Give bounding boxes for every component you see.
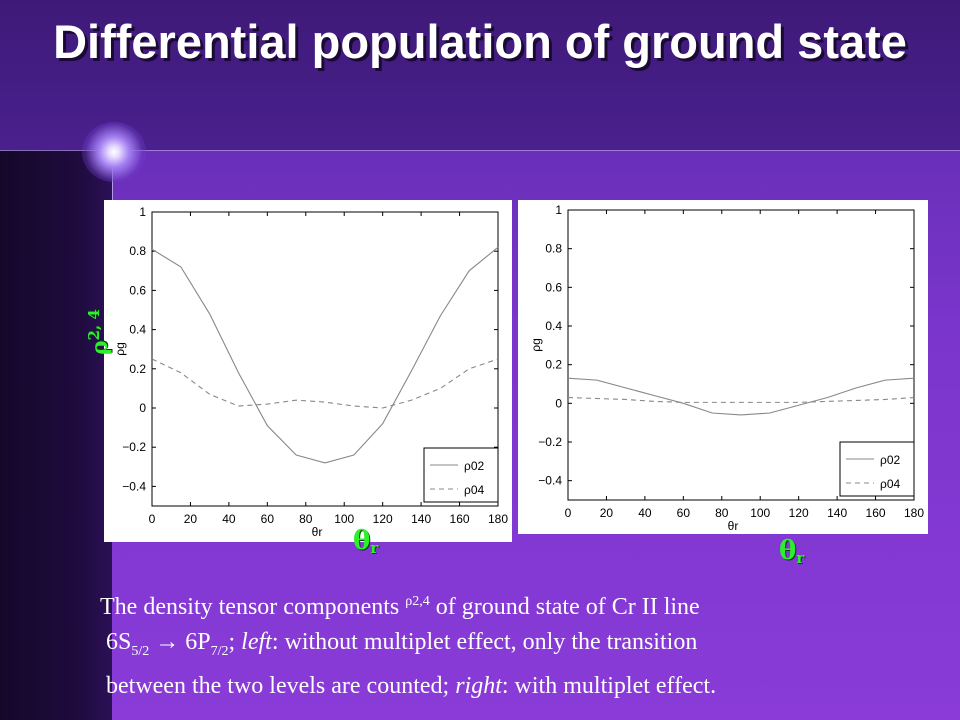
y-tick-label: 0.6 (129, 283, 146, 297)
chart-panel-left: 0 20 40 60 80 100 120 140 160 180 1 0.8 0.6 0.4 0.2 0 −0… (104, 200, 512, 542)
caption-text: : with multiplet effect. (501, 672, 717, 699)
x-tick-label: 140 (827, 506, 847, 520)
y-tick-label: 0.2 (129, 362, 146, 376)
theta-subscript: r (796, 549, 805, 567)
x-tick-label: 80 (299, 512, 313, 526)
series-line-rho2 (567, 377, 915, 416)
legend-box (423, 447, 499, 503)
caption-text: → 6P (149, 629, 211, 655)
y-axis-label: ρg (113, 342, 127, 356)
x-axis-label: θr (728, 519, 739, 533)
y-tick-label: 0.2 (545, 358, 562, 372)
x-tick-label: 40 (222, 512, 236, 526)
x-tick-label: 20 (600, 506, 614, 520)
x-tick-label: 60 (677, 506, 691, 520)
theta-symbol: θ (353, 526, 371, 556)
caption-text: 6S (106, 629, 132, 655)
caption-text: : without multiplet effect, only the tra… (271, 629, 698, 655)
y-tick-label: 0.4 (129, 323, 146, 337)
caption-text: ; (228, 629, 242, 655)
divider-line (0, 150, 960, 151)
y-axis-label: ρg (529, 338, 543, 352)
caption-text: of ground state of Cr II line (429, 594, 700, 620)
theta-label-right: θr (779, 536, 804, 567)
chart-left: 0 20 40 60 80 100 120 140 160 180 1 0.8 0.6 0.4 0.2 0 −0… (113, 205, 508, 539)
series-line-rho4 (151, 358, 499, 409)
caption-subscript: 7/2 (210, 643, 229, 659)
theta-symbol: θ (779, 536, 797, 566)
caption-text: between the two levels are counted; (106, 672, 456, 699)
rho-superscript: 2, 4 (84, 309, 103, 341)
y-tick-label: 1 (139, 205, 146, 219)
caption-subscript: 5/2 (131, 643, 150, 659)
caption-text: The density tensor components (100, 594, 406, 620)
caption-italic-left: left (241, 629, 272, 655)
x-tick-label: 20 (184, 512, 198, 526)
legend-label: ρ04 (880, 477, 901, 491)
y-tick-label: 0 (139, 401, 146, 415)
y-tick-label: 0.8 (129, 244, 146, 258)
x-tick-label: 120 (789, 506, 809, 520)
rho-axis-label-overlay: ρ2, 4 (85, 309, 113, 355)
y-tick-label: 0.8 (545, 242, 562, 256)
caption-italic-right: right (455, 672, 502, 699)
x-tick-label: 0 (149, 512, 156, 526)
caption-rho-superscript: ρ2,4 (405, 594, 430, 609)
theta-label-left: θr (353, 526, 378, 557)
legend-label: ρ04 (464, 483, 485, 497)
y-tick-label: −0.4 (538, 474, 562, 488)
x-tick-label: 160 (866, 506, 886, 520)
series-line-rho4 (567, 396, 915, 403)
chart-right: 0 20 40 60 80 100 120 140 160 180 1 0.8 0.6 0.4 0.2 0 −0… (529, 203, 924, 533)
caption-line-2: 6S5/2 → 6P7/2; left: without multiplet e… (96, 625, 956, 669)
x-tick-label: 60 (261, 512, 275, 526)
y-tick-label: 0.6 (545, 280, 562, 294)
plot-frame (567, 209, 915, 501)
legend-box (839, 441, 915, 497)
x-tick-label: 40 (638, 506, 652, 520)
rho-symbol: ρ (87, 340, 114, 356)
y-tick-label: 0 (555, 396, 562, 410)
x-tick-label: 160 (450, 512, 470, 526)
x-tick-label: 80 (715, 506, 729, 520)
y-tick-label: −0.2 (122, 440, 146, 454)
theta-subscript: r (370, 539, 379, 557)
x-axis-label: θr (312, 525, 323, 539)
caption-line-1: The density tensor components ρ2,4 of gr… (96, 584, 956, 625)
x-tick-label: 180 (904, 506, 924, 520)
x-tick-label: 140 (411, 512, 431, 526)
x-tick-label: 0 (565, 506, 572, 520)
y-tick-label: 0.4 (545, 319, 562, 333)
series-line-rho2 (151, 246, 499, 464)
y-tick-label: −0.4 (122, 479, 146, 493)
legend-label: ρ02 (880, 453, 901, 467)
title-band (0, 0, 960, 150)
chart-panel-right: 0 20 40 60 80 100 120 140 160 180 1 0.8 0.6 0.4 0.2 0 −0… (518, 200, 928, 534)
figure-caption: The density tensor components ρ2,4 of gr… (96, 584, 956, 704)
x-tick-label: 120 (373, 512, 393, 526)
x-tick-label: 100 (334, 512, 354, 526)
legend-label: ρ02 (464, 459, 485, 473)
slide-title: Differential population of ground state (53, 15, 907, 68)
x-tick-label: 100 (750, 506, 770, 520)
x-tick-label: 180 (488, 512, 508, 526)
caption-line-3: between the two levels are counted; righ… (96, 669, 956, 704)
glow-orb-decoration (82, 122, 146, 182)
y-tick-label: −0.2 (538, 435, 562, 449)
left-decorative-bar (0, 150, 112, 720)
y-tick-label: 1 (555, 203, 562, 217)
